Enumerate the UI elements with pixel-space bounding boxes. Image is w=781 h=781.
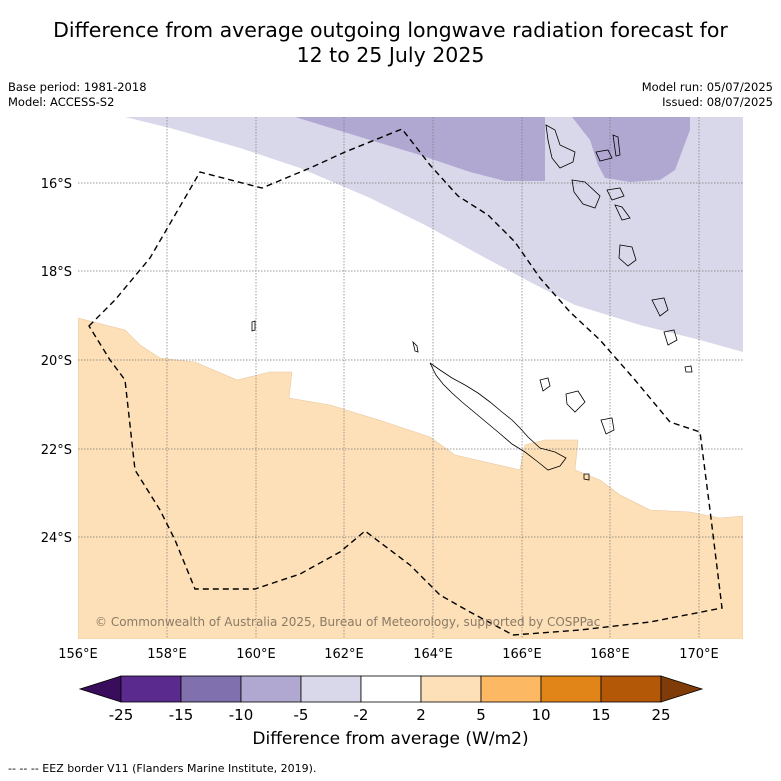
island-vanuatu-7 <box>618 244 637 267</box>
anomaly-region-medium-purple <box>295 117 545 181</box>
graticule <box>78 117 743 639</box>
cbar-tick-6: 5 <box>476 706 486 724</box>
cbar-tick-8: 15 <box>591 706 610 724</box>
island-matthew <box>684 365 693 373</box>
island-vanuatu-6 <box>614 204 631 221</box>
lon-label-158: 158°E <box>147 647 187 662</box>
copyright-notice: © Commonwealth of Australia 2025, Bureau… <box>95 615 600 629</box>
meta-right: Model run: 05/07/2025 Issued: 08/07/2025 <box>642 80 773 110</box>
map-title: Difference from average outgoing longwav… <box>0 18 781 68</box>
anomaly-region-medium-purple-east <box>572 117 690 182</box>
island-west-reef <box>251 320 256 332</box>
island-vanuatu-9 <box>663 329 678 346</box>
base-period: Base period: 1981-2018 <box>8 80 147 94</box>
lon-label-168: 168°E <box>590 647 630 662</box>
issued-date: Issued: 08/07/2025 <box>662 95 773 109</box>
eez-border <box>88 128 723 636</box>
colorbar-bin-4 <box>300 675 362 703</box>
colorbar-label: Difference from average (W/m2) <box>252 729 529 749</box>
lon-label-166: 166°E <box>502 647 542 662</box>
model-run: Model run: 05/07/2025 <box>641 80 773 94</box>
cbar-tick-7: 10 <box>531 706 550 724</box>
cbar-tick-3: -5 <box>294 706 309 724</box>
colorbar-extend-low <box>78 675 122 703</box>
lon-labels: 156°E 158°E 160°E 162°E 164°E 166°E 168°… <box>58 647 719 662</box>
cbar-tick-9: 25 <box>651 706 670 724</box>
anomaly-region-light-purple <box>125 117 743 352</box>
island-belep <box>412 340 419 353</box>
lat-labels: 16°S 18°S 20°S 22°S 24°S <box>41 177 72 546</box>
colorbar-bin-8 <box>540 675 602 703</box>
cbar-tick-0: -25 <box>109 706 134 724</box>
cbar-tick-5: 2 <box>416 706 426 724</box>
island-vanuatu-1 <box>545 124 576 169</box>
island-vanuatu-3 <box>612 134 621 157</box>
cbar-tick-4: -2 <box>354 706 369 724</box>
lat-label-18: 18°S <box>41 265 72 280</box>
lat-label-24: 24°S <box>41 531 72 546</box>
lon-label-156: 156°E <box>58 647 98 662</box>
lat-label-22: 22°S <box>41 443 72 458</box>
model-name: Model: ACCESS-S2 <box>8 95 115 109</box>
colorbar <box>78 675 704 703</box>
island-isle-of-pines <box>583 473 590 481</box>
colorbar-bin-2 <box>180 675 242 703</box>
island-vanuatu-8 <box>651 297 669 317</box>
colorbar-bin-6 <box>420 675 482 703</box>
island-loyalty-1 <box>539 377 551 392</box>
island-loyalty-3 <box>600 417 615 435</box>
island-loyalty-2 <box>565 390 586 413</box>
island-vanuatu-5 <box>606 187 625 201</box>
cbar-tick-1: -15 <box>169 706 194 724</box>
lon-label-162: 162°E <box>324 647 364 662</box>
lat-label-20: 20°S <box>41 354 72 369</box>
lat-label-16: 16°S <box>41 177 72 192</box>
title-line-1: Difference from average outgoing longwav… <box>53 18 728 42</box>
map-area: © Commonwealth of Australia 2025, Bureau… <box>78 117 743 639</box>
coastlines <box>251 124 693 481</box>
colorbar-ticks: -25 -15 -10 -5 -2 2 5 10 15 25 <box>109 706 671 724</box>
title-line-2: 12 to 25 July 2025 <box>296 43 485 67</box>
meta-left: Base period: 1981-2018 Model: ACCESS-S2 <box>8 80 147 110</box>
island-new-caledonia <box>429 362 567 471</box>
eez-legend-footer: -- -- -- EEZ border V11 (Flanders Marine… <box>8 762 317 775</box>
colorbar-bin-7 <box>480 675 542 703</box>
colorbar-extend-high <box>660 675 704 703</box>
colorbar-bin-3 <box>240 675 302 703</box>
colorbar-bin-5 <box>360 675 422 703</box>
cbar-tick-2: -10 <box>229 706 254 724</box>
lon-label-160: 160°E <box>236 647 276 662</box>
lon-label-164: 164°E <box>413 647 453 662</box>
lon-label-170: 170°E <box>679 647 719 662</box>
colorbar-bin-9 <box>600 675 662 703</box>
anomaly-region-orange <box>78 317 743 639</box>
island-vanuatu-2 <box>595 149 613 162</box>
colorbar-bin-1 <box>120 675 182 703</box>
island-vanuatu-4 <box>571 179 601 209</box>
